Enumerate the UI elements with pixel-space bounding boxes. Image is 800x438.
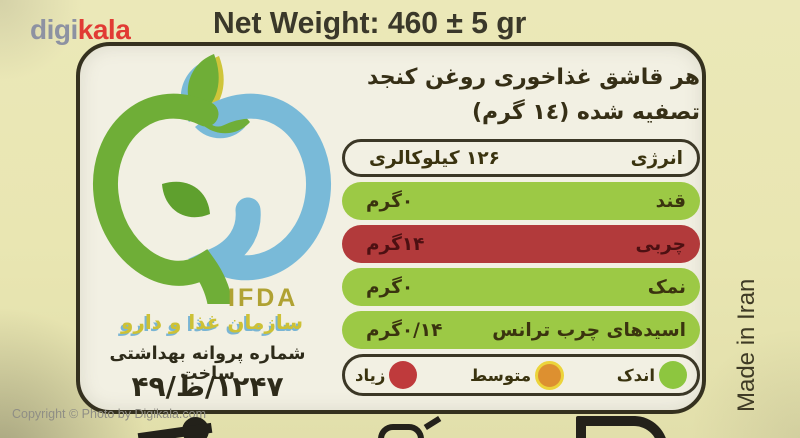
nutrition-label: IFDA سازمان غذا و دارو شماره پروانه بهدا… [76, 42, 706, 414]
recycling-symbol-tick-icon [423, 415, 442, 431]
legend-label: متوسط [469, 365, 532, 385]
row-value: ۰گرم [366, 190, 414, 212]
row-value: ۱۴گرم [366, 233, 425, 255]
row-label: چربی [635, 233, 686, 255]
brand-part-kala: kala [77, 14, 131, 45]
serving-header-line1: هر قاشق غذاخوری روغن کنجد [367, 65, 700, 90]
net-weight-text: Net Weight: 460 ± 5 gr [213, 5, 527, 40]
row-value: ۰/۱۴گرم [366, 319, 443, 341]
recycling-symbol-icon [378, 424, 424, 438]
table-row-sugar: قند ۰گرم [342, 182, 700, 220]
serving-header: هر قاشق غذاخوری روغن کنجد تصفیه شده (١٤ … [342, 60, 700, 130]
row-label: اسیدهای چرب ترانس [492, 319, 686, 341]
copyright-text: Copyright © Photo by Digikala.com [12, 407, 207, 421]
green-dot-icon [659, 361, 687, 389]
traffic-light-legend: اندک متوسط زیاد [342, 354, 700, 396]
ifda-apple-logo-icon [93, 54, 331, 304]
legend-item-medium: متوسط [469, 360, 565, 390]
table-row-energy: انرژی ۱۲۶ کیلوکالری [342, 139, 700, 177]
nutrition-table: هر قاشق غذاخوری روغن کنجد تصفیه شده (١٤ … [342, 60, 700, 396]
serving-header-line2: تصفیه شده (١٤ گرم) [472, 100, 700, 125]
brand-part-digi: digi [30, 14, 78, 45]
orange-dot-icon [535, 360, 565, 390]
row-label: قند [655, 190, 686, 212]
license-label: شماره پروانه بهداشتی ساخت [109, 344, 306, 384]
table-row-transfat: اسیدهای چرب ترانس ۰/۱۴گرم [342, 311, 700, 349]
letter-d-partial-icon [576, 416, 668, 438]
row-value: ۱۲۶ کیلوکالری [369, 147, 500, 169]
ifda-org-name: سازمان غذا و دارو [120, 310, 304, 334]
red-dot-icon [389, 361, 418, 389]
made-in-iran-text: Made in Iran [733, 278, 760, 412]
legend-label: اندک [616, 365, 655, 385]
row-label: انرژی [630, 147, 683, 169]
row-label: نمک [647, 276, 686, 298]
legend-label: زیاد [355, 365, 386, 385]
row-value: ۰گرم [366, 276, 414, 298]
legend-item-low: اندک [617, 361, 687, 389]
table-row-fat: چربی ۱۴گرم [342, 225, 700, 263]
legend-item-high: زیاد [355, 361, 418, 389]
table-row-salt: نمک ۰گرم [342, 268, 700, 306]
license-number: ۱۲۴۷/ظ/۴۹ [131, 370, 284, 403]
ifda-acronym: IFDA [228, 284, 299, 312]
digikala-logo: digikala [30, 14, 131, 46]
